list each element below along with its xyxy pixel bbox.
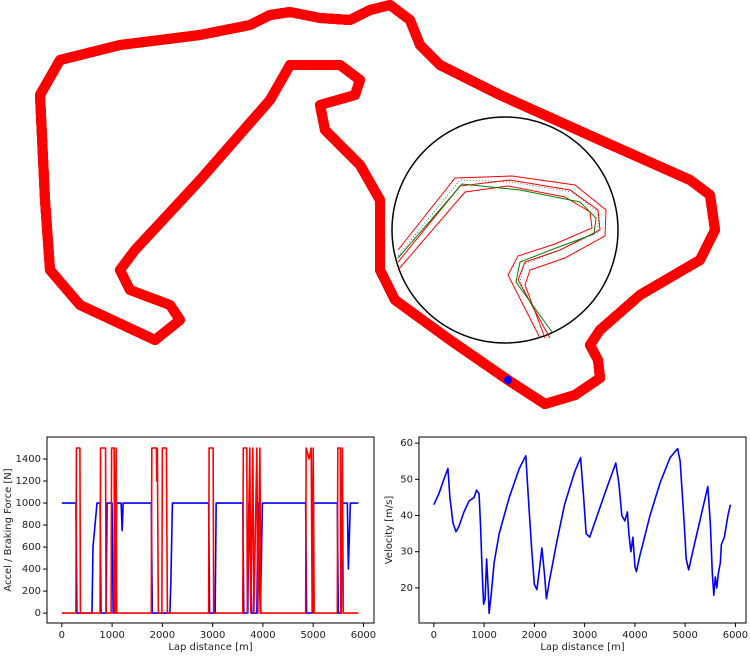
x-tick-label: 3000 [200,630,225,641]
series-line [61,447,359,614]
zoom-lines [397,175,607,339]
x-tick-label: 2000 [150,630,175,641]
y-tick-label: 30 [400,547,413,558]
y-tick-label: 1200 [16,476,41,487]
x-tick-label: 0 [59,630,65,641]
x-tick-label: 6000 [723,630,748,641]
x-tick-label: 6000 [351,630,376,641]
y-tick-label: 60 [400,438,413,449]
y-tick-label: 1400 [16,454,41,465]
x-tick-label: 1000 [99,630,124,641]
x-tick-label: 5000 [672,630,697,641]
x-tick-label: 3000 [572,630,597,641]
x-tick-label: 5000 [300,630,325,641]
y-tick-label: 200 [22,586,41,597]
y-tick-label: 40 [400,511,413,522]
y-axis-label: Velocity [m/s] [384,496,395,565]
plot-frame [418,436,747,624]
y-tick-label: 20 [400,583,413,594]
y-tick-label: 400 [22,564,41,575]
x-axis-label: Lap distance [m] [168,642,252,653]
car-position [504,376,512,384]
x-tick-label: 4000 [622,630,647,641]
y-axis-label: Accel / Braking Force [N] [3,468,14,591]
x-tick-label: 0 [431,630,437,641]
y-tick-label: 0 [35,608,41,619]
y-tick-label: 600 [22,542,41,553]
charts: 0 1000 2000 3000 4000 5000 6000020040060080010… [3,436,748,653]
track-map [35,0,720,409]
x-axis-label: Lap distance [m] [540,642,624,653]
x-tick-label: 4000 [250,630,275,641]
series-line [433,447,732,615]
zoom-inset [391,116,619,344]
y-tick-label: 800 [22,520,41,531]
plot-frame [46,436,375,624]
y-tick-label: 1000 [16,498,41,509]
x-tick-label: 2000 [522,630,547,641]
x-tick-label: 1000 [471,630,496,641]
y-tick-label: 50 [400,474,413,485]
